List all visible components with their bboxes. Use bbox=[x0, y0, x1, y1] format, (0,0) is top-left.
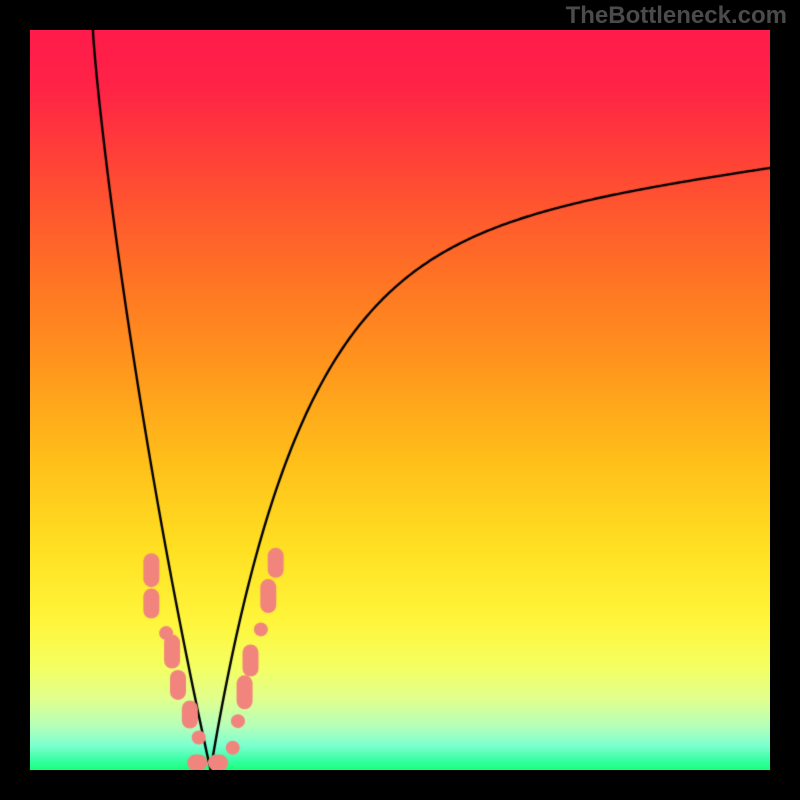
chart-frame: TheBottleneck.com bbox=[0, 0, 800, 800]
plot-area bbox=[30, 30, 770, 770]
watermark-text: TheBottleneck.com bbox=[566, 2, 787, 30]
bottleneck-curve bbox=[30, 30, 770, 770]
